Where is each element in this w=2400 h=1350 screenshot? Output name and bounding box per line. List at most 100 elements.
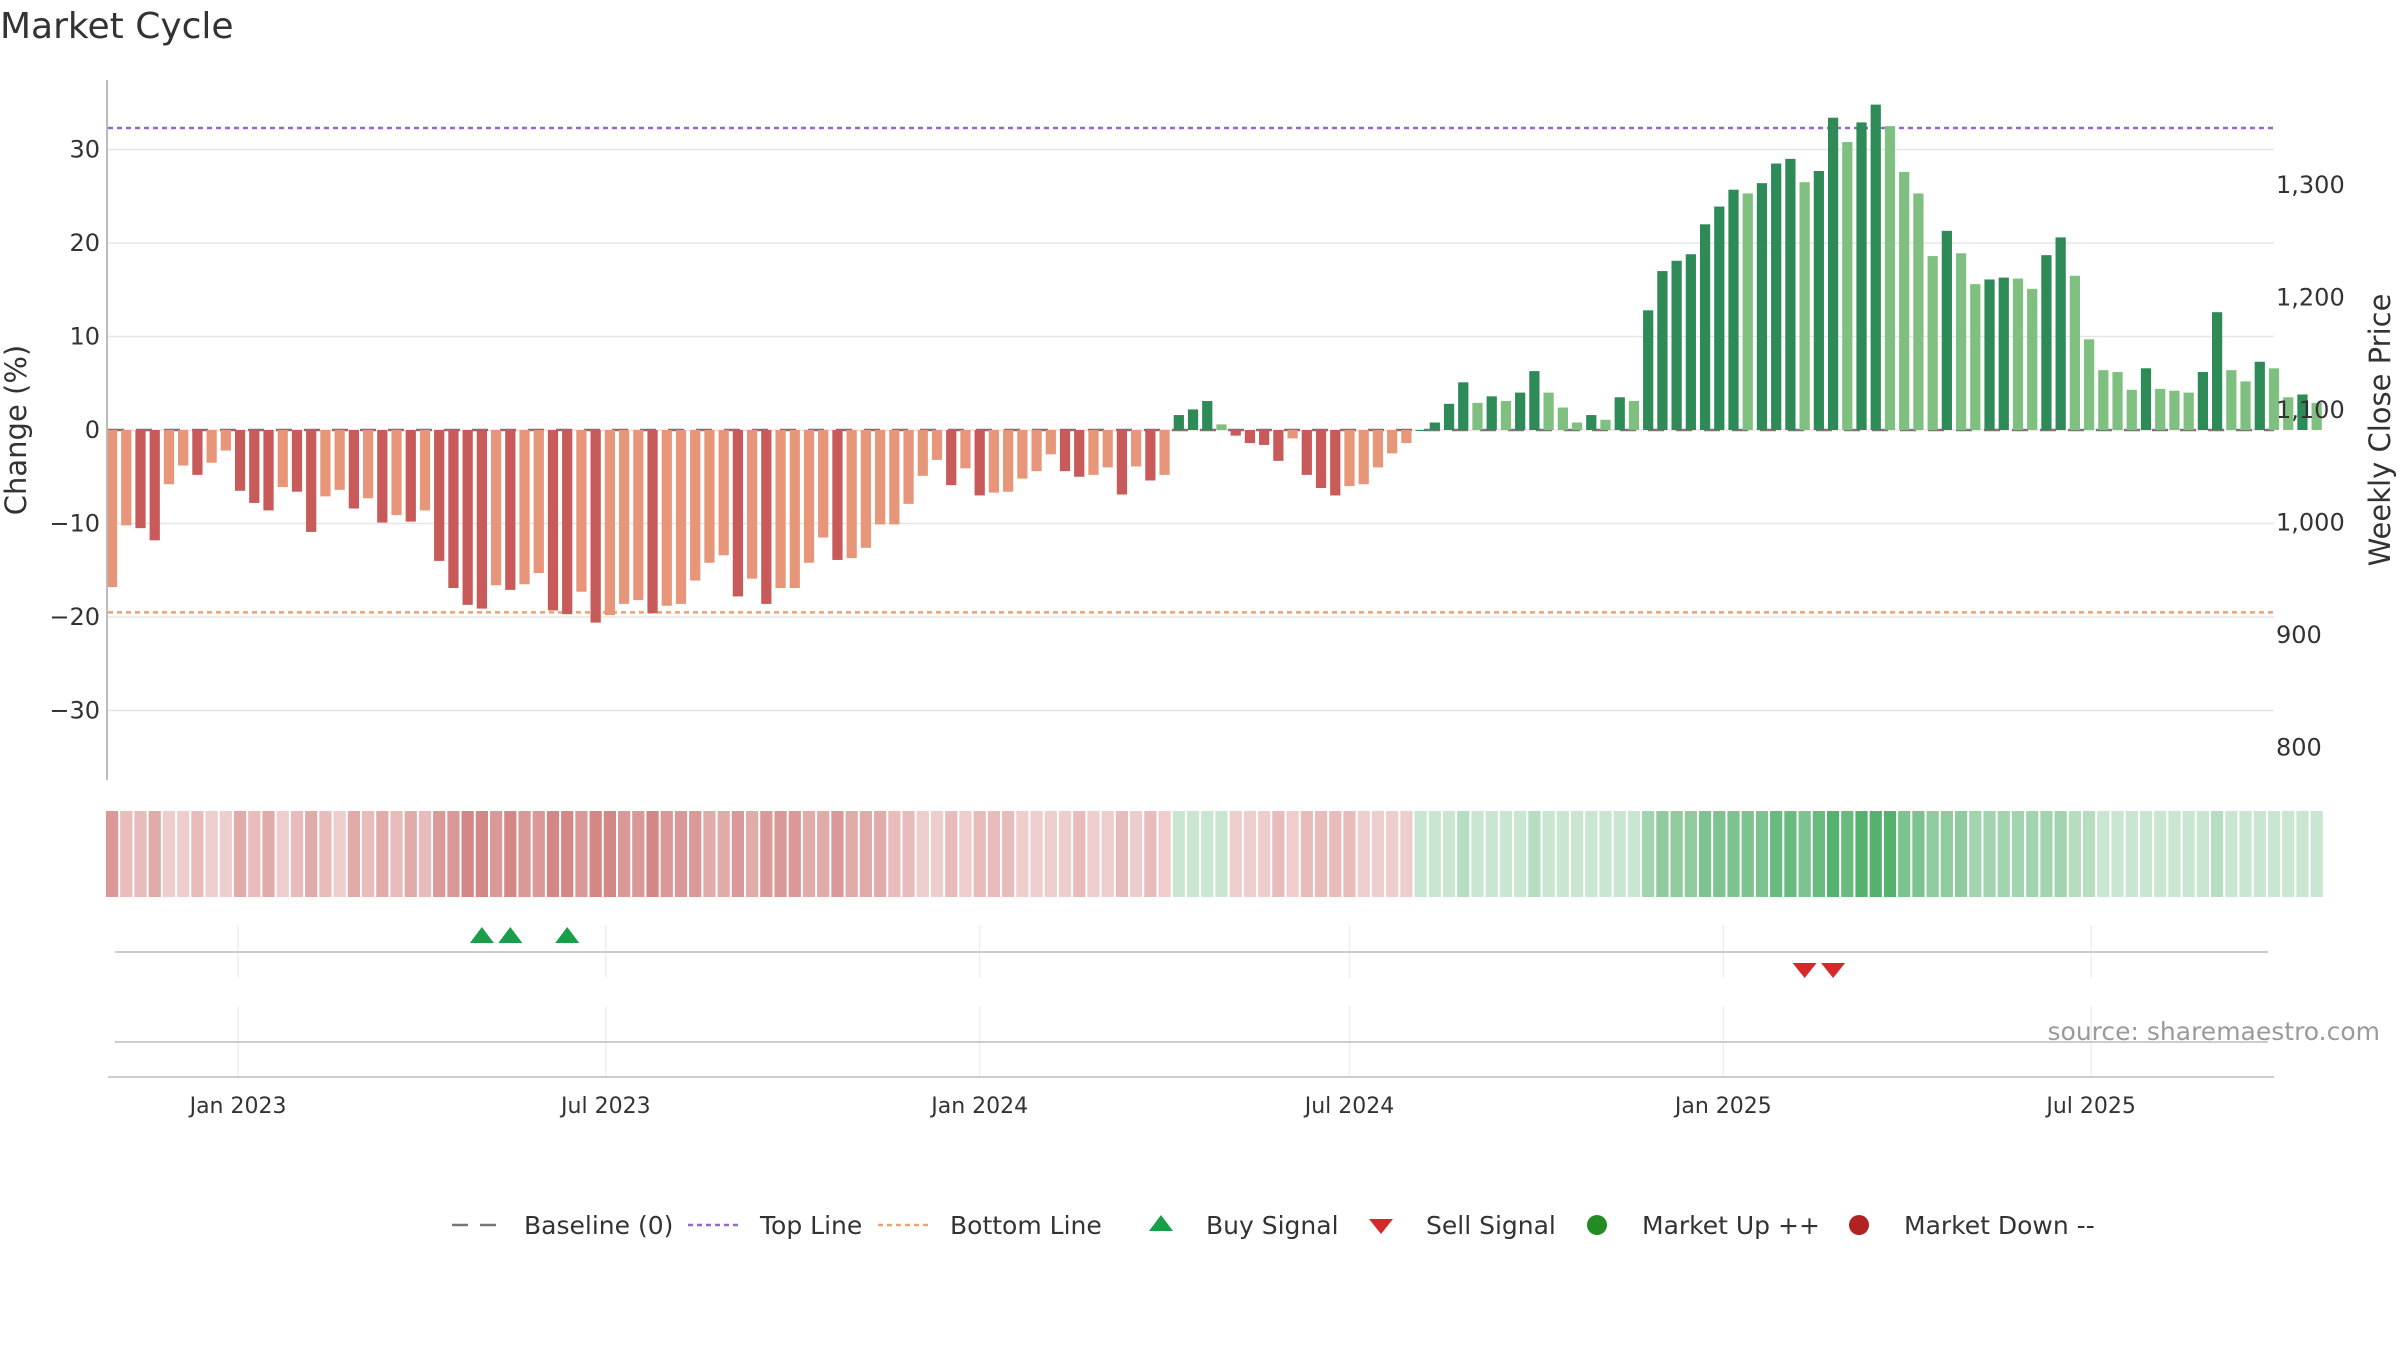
- strip-cell: [2225, 811, 2238, 897]
- legend-label: Sell Signal: [1426, 1211, 1556, 1240]
- bar: [519, 430, 530, 585]
- bar: [1500, 401, 1512, 430]
- bar: [1315, 430, 1327, 488]
- bar: [1671, 260, 1682, 430]
- legend: Baseline (0) Top Line Bottom Line Buy Signa…: [452, 1211, 2095, 1240]
- y-axis-title: Change (%): [0, 345, 33, 515]
- sell-signal-marker: [1821, 963, 1846, 978]
- bar: [789, 430, 800, 589]
- bar: [1031, 430, 1042, 472]
- legend-item: Bottom Line: [878, 1211, 1102, 1240]
- strip-cell: [2068, 811, 2081, 897]
- strip-cell: [347, 811, 360, 897]
- bar: [2240, 381, 2251, 430]
- strip-cell: [589, 811, 602, 897]
- bar: [2098, 370, 2109, 430]
- strip-cell: [930, 811, 944, 897]
- bar: [547, 430, 559, 611]
- strip-cell: [433, 811, 446, 897]
- source-text: source: sharemaestro.com: [2048, 1017, 2381, 1046]
- bar: [2055, 237, 2066, 430]
- bar: [1728, 189, 1739, 430]
- y-tick-label: 20: [69, 229, 100, 257]
- strip-cell: [1556, 811, 1569, 897]
- bar: [1529, 371, 1540, 430]
- bar: [1842, 142, 1853, 430]
- bar: [1059, 430, 1071, 472]
- y2-tick-label: 1,300: [2276, 171, 2345, 199]
- strip-cell: [2267, 811, 2281, 897]
- strip-cell: [1784, 811, 1797, 897]
- bar: [1970, 284, 1981, 430]
- strip-cell: [1855, 811, 1868, 897]
- bar: [1984, 279, 1995, 430]
- legend-label: Top Line: [759, 1211, 862, 1240]
- bar: [590, 430, 601, 623]
- bar: [462, 430, 473, 605]
- bar: [2268, 368, 2280, 430]
- legend-label: Baseline (0): [524, 1211, 673, 1240]
- bar: [1443, 403, 1455, 430]
- bar: [931, 430, 943, 460]
- bar: [2041, 255, 2052, 430]
- legend-label: Bottom Line: [950, 1211, 1102, 1240]
- bar: [320, 430, 331, 497]
- strip-cell: [532, 811, 545, 897]
- bars: [106, 104, 2322, 623]
- strip-cell: [1144, 811, 1157, 897]
- strip-cell: [1727, 811, 1740, 897]
- bar: [334, 430, 345, 490]
- strip-cell: [703, 811, 716, 897]
- bar: [1899, 171, 1910, 430]
- bar: [2155, 388, 2166, 430]
- strip-cell: [845, 811, 858, 897]
- bar: [178, 430, 189, 466]
- x-axis-ticks: Jan 2023 Jul 2023 Jan 2024 Jul 2024 Jan 2025…: [188, 1094, 2136, 1119]
- buy-signal-marker: [469, 927, 494, 943]
- bar: [1813, 171, 1824, 430]
- strip-cell: [1300, 811, 1313, 897]
- strip-cell: [987, 811, 1001, 897]
- bar: [1998, 277, 2009, 430]
- bar: [1074, 430, 1085, 477]
- strip-cell: [1186, 811, 1200, 897]
- strip-cell: [305, 811, 318, 897]
- bar: [533, 430, 544, 574]
- strip-cell: [1670, 811, 1683, 897]
- strip-cell: [1286, 811, 1299, 897]
- strip-cell: [831, 811, 844, 897]
- bar: [490, 430, 502, 586]
- strip-cell: [646, 811, 659, 897]
- strip-cell: [2054, 811, 2067, 897]
- legend-item: Baseline (0): [452, 1211, 673, 1240]
- bar: [647, 430, 658, 614]
- strip-cell: [1172, 811, 1185, 897]
- strip-cell: [1542, 811, 1555, 897]
- bar: [690, 430, 701, 581]
- y-axis-ticks: 30 20 10 0 −10 −20 −30: [49, 136, 100, 725]
- bar: [1344, 430, 1355, 487]
- strip-cell: [2282, 811, 2295, 897]
- bar: [1571, 422, 1583, 430]
- bar: [448, 430, 459, 589]
- bar: [263, 430, 274, 511]
- bar: [1614, 397, 1625, 430]
- bar: [1884, 126, 1896, 430]
- bar: [576, 430, 587, 592]
- strip-cell: [1201, 811, 1214, 897]
- bar: [1827, 117, 1839, 431]
- bar: [149, 430, 160, 541]
- x-tick-label: Jan 2024: [929, 1094, 1028, 1119]
- strip-cell: [1528, 811, 1541, 897]
- bar: [960, 430, 971, 469]
- bar: [1557, 407, 1568, 430]
- legend-label: Market Down --: [1904, 1211, 2095, 1240]
- x-tick-label: Jan 2023: [188, 1094, 287, 1119]
- bar: [1017, 430, 1028, 479]
- bar: [675, 430, 687, 604]
- strip-cell: [1030, 811, 1043, 897]
- strip-cell: [1954, 811, 1968, 897]
- strip-cell: [1570, 811, 1584, 897]
- bar: [1387, 430, 1398, 454]
- strip-cell: [290, 811, 304, 897]
